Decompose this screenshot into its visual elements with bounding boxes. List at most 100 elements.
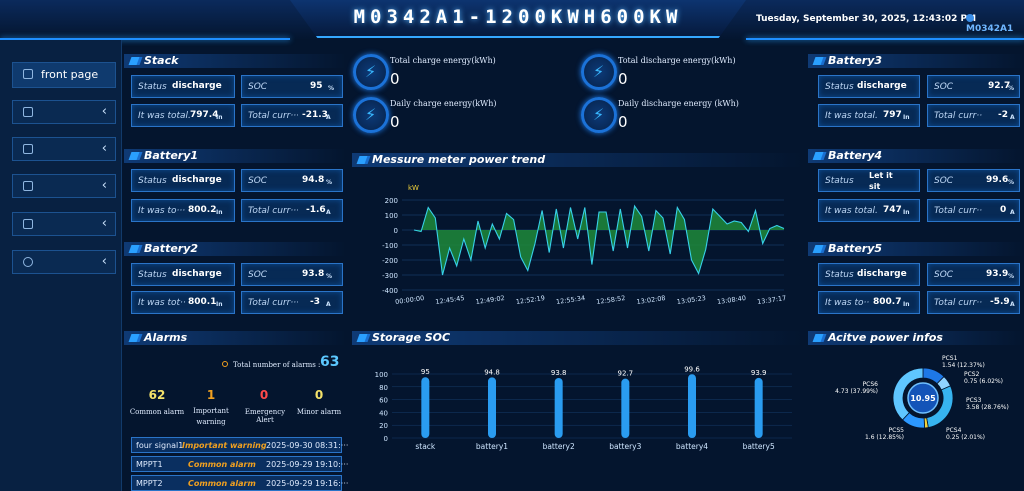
- chevron-left-icon: ‹: [101, 216, 107, 231]
- user-menu[interactable]: M0342A1: [966, 14, 1024, 34]
- unit: In: [903, 114, 910, 121]
- value: discharge: [172, 175, 222, 185]
- battery3-current: Total curr··· -2 A: [927, 104, 1020, 127]
- battery2-total: It was tot··· 800.1 In: [131, 291, 235, 314]
- alarm-row[interactable]: four signal1 Important warning 2025-09-30 …: [131, 437, 348, 453]
- soc-bar: [554, 377, 563, 438]
- user-icon: [966, 14, 974, 22]
- series-line: [413, 204, 785, 276]
- y-tick-label: 100: [385, 212, 398, 220]
- unit: A: [326, 114, 331, 121]
- alarm-row[interactable]: MPPT2 Common alarm 2025-09-29 19:16:···: [131, 475, 348, 491]
- unit: %: [1008, 273, 1015, 280]
- value: 0: [390, 70, 400, 88]
- battery5-total: It was to··· 800.7 In: [818, 291, 920, 314]
- lightning-icon: ⚡: [581, 97, 617, 133]
- value: 99.6: [986, 175, 1009, 185]
- y-tick-label: -100: [382, 242, 398, 250]
- label: SOC: [934, 176, 954, 186]
- y-tick-label: 60: [379, 397, 388, 405]
- label: It was total.: [825, 111, 877, 121]
- grid-icon: [23, 107, 33, 117]
- x-tick-label: 00:00:00: [395, 294, 425, 306]
- minor-alarm-count: 0: [314, 388, 324, 402]
- value: -2: [998, 110, 1008, 120]
- alarm-row[interactable]: MPPT1 Common alarm 2025-09-29 19:10:···: [131, 456, 348, 472]
- value: 0: [390, 113, 400, 131]
- y-tick-label: -200: [382, 257, 398, 265]
- panel-bar: [124, 54, 346, 68]
- label: Status: [138, 82, 167, 92]
- source: MPPT2: [136, 479, 163, 488]
- alarms-title: Alarms: [128, 331, 187, 347]
- label: Status: [825, 82, 854, 92]
- label: It was to···: [138, 206, 186, 216]
- battery2-soc: SOC 93.8%: [241, 263, 343, 286]
- value: discharge: [172, 269, 222, 279]
- sidebar-item-3[interactable]: ‹: [12, 137, 116, 161]
- bar-value-label: 93.8: [551, 369, 567, 377]
- lightning-icon: ⚡: [581, 54, 617, 90]
- sidebar-item-5[interactable]: ‹: [12, 212, 116, 236]
- sidebar-item-2[interactable]: ‹: [12, 100, 116, 124]
- value: 800.2: [188, 205, 217, 215]
- bar-value-label: 93.9: [751, 369, 767, 377]
- soc-title: Storage SOC: [356, 331, 450, 347]
- battery3-status: Status discharge: [818, 75, 920, 98]
- value: discharge: [857, 269, 907, 279]
- battery5-current: Total curr··· -5.9 A: [927, 291, 1020, 314]
- unit: A: [1010, 301, 1015, 308]
- x-tick-label: 12:58:52: [596, 294, 626, 306]
- chevron-left-icon: ‹: [101, 178, 107, 193]
- header-line-left: [0, 38, 290, 40]
- stack-current: Total curr··· -21.3 A: [241, 104, 343, 127]
- alarm-total-label: Total number of alarms :: [233, 361, 321, 369]
- slice-value-label: 0.25 (2.01%): [946, 434, 985, 441]
- settings-icon: [23, 257, 33, 267]
- time: 2025-09-29 19:16:···: [266, 479, 349, 488]
- y-tick-label: 20: [379, 422, 388, 430]
- sidebar-item-4[interactable]: ‹: [12, 174, 116, 198]
- y-tick-label: 0: [384, 435, 388, 443]
- unit: %: [1008, 85, 1015, 92]
- battery3-total: It was total. 797 In: [818, 104, 920, 127]
- source: MPPT1: [136, 460, 163, 469]
- stack-title: Stack: [128, 54, 178, 70]
- page-title: M0342A1-1200KWH600KW: [353, 6, 683, 28]
- battery4-total: It was total. 747 In: [818, 199, 920, 222]
- emergency-alert-label: Emergency Alert: [244, 408, 286, 424]
- label: Total curr···: [248, 111, 298, 121]
- value: 797.4: [190, 110, 219, 120]
- alarm-total-value: 63: [320, 354, 340, 370]
- label: Total curr···: [934, 111, 982, 121]
- slice-name-label: PCS3: [966, 397, 982, 404]
- sidebar-item-front-page[interactable]: front page: [12, 62, 116, 88]
- x-tick-label: 13:08:40: [716, 294, 746, 306]
- trend-title: Messure meter power trend: [356, 153, 545, 169]
- stack-total: It was total. 797.4 In: [131, 104, 235, 127]
- label: Total charge energy(kWh): [390, 56, 496, 65]
- battery4-title: Battery4: [812, 149, 882, 165]
- bar-value-label: 94.8: [484, 368, 500, 376]
- battery5-soc: SOC 93.9%: [927, 263, 1020, 286]
- label: Daily discharge energy (kWh): [618, 99, 739, 108]
- label: Total discharge energy(kWh): [618, 56, 736, 65]
- home-icon: [23, 69, 33, 79]
- x-tick-label: battery5: [743, 442, 775, 451]
- header-datetime: Tuesday, September 30, 2025, 12:43:02 PM: [756, 14, 977, 24]
- energy-total-charge: ⚡ Total charge energy(kWh) 0: [353, 54, 573, 92]
- user-name: M0342A1: [966, 24, 1014, 34]
- x-tick-label: 12:52:19: [515, 294, 545, 306]
- common-alarm-count: 62: [148, 388, 166, 402]
- chevron-left-icon: ‹: [101, 104, 107, 119]
- minor-alarm-label: Minor alarm: [296, 408, 342, 416]
- value: 0: [1000, 205, 1007, 215]
- value: -5.9: [990, 297, 1010, 307]
- grid-icon: [23, 219, 33, 229]
- label: Status: [138, 270, 167, 280]
- important-warning-label: Important warning: [193, 407, 229, 426]
- battery2-current: Total curr··· -3 A: [241, 291, 343, 314]
- x-tick-label: battery2: [543, 442, 575, 451]
- unit: In: [216, 301, 223, 308]
- sidebar-item-6[interactable]: ‹: [12, 250, 116, 274]
